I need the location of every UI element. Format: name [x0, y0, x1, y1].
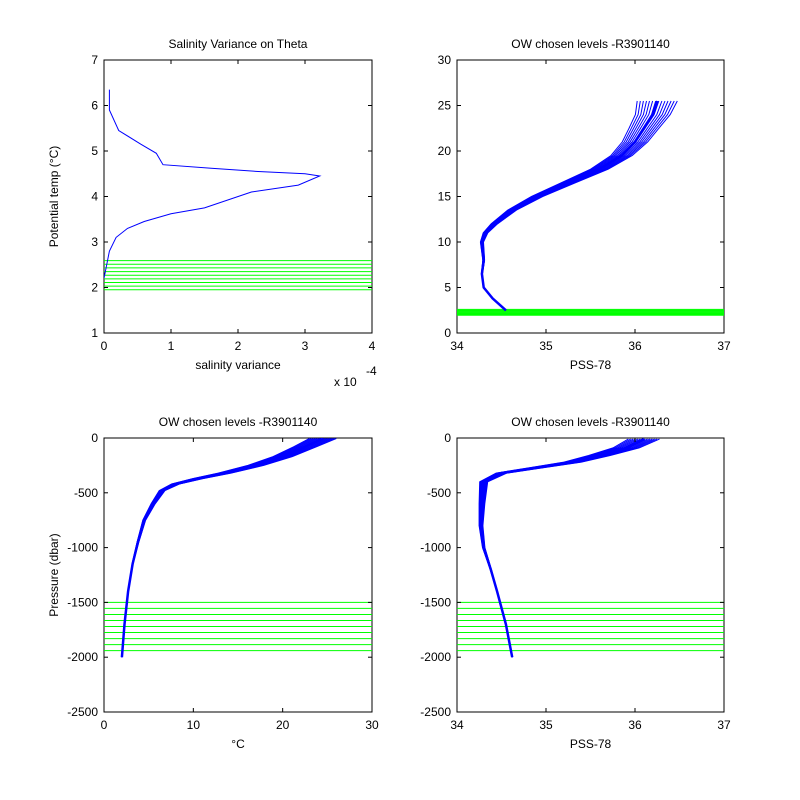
x-tick-label: 30 — [365, 718, 379, 732]
y-tick-label: 25 — [438, 99, 452, 113]
x-axis-label: °C — [231, 737, 245, 751]
x-tick-label: 37 — [717, 339, 731, 353]
plot-area — [457, 438, 724, 658]
profile-line-8 — [481, 100, 660, 311]
y-tick-label: -2500 — [420, 705, 451, 719]
x-tick-label: 35 — [539, 339, 553, 353]
series-line — [480, 100, 659, 312]
panel-title: OW chosen levels -R3901140 — [511, 415, 670, 429]
profile-line-5 — [121, 438, 318, 658]
y-tick-label: 0 — [91, 431, 98, 445]
x-tick-label: 20 — [276, 718, 290, 732]
profile-line-13 — [481, 100, 675, 311]
profile-line-6 — [121, 438, 321, 658]
axes-box — [456, 59, 725, 334]
series-line — [120, 438, 324, 658]
y-tick-label: 7 — [91, 53, 98, 67]
x-exponent-power: -4 — [366, 364, 377, 378]
y-tick-label: 15 — [438, 190, 452, 204]
profile-line-3 — [121, 438, 314, 658]
x-tick-label: 4 — [369, 339, 376, 353]
series-line — [104, 89, 322, 279]
y-tick-label: 0 — [444, 326, 451, 340]
profile-line-1 — [121, 438, 310, 658]
x-tick-label: 3 — [302, 339, 309, 353]
panel-2: 34 35 36 37 0 5 10 15 20 25 30 OW chosen levels -R3… — [438, 37, 731, 372]
y-tick-label: 0 — [444, 431, 451, 445]
y-tick-label: 2 — [91, 281, 98, 295]
axes-box — [456, 437, 725, 713]
y-tick-label: -1500 — [420, 595, 451, 609]
y-tick-label: 5 — [444, 281, 451, 295]
profile-line-2 — [121, 438, 312, 658]
y-tick-label: -500 — [427, 486, 451, 500]
profile-line-2 — [480, 100, 641, 311]
plot-area — [104, 438, 372, 658]
panel-title: OW chosen levels -R3901140 — [511, 37, 670, 51]
x-tick-label: 36 — [628, 718, 642, 732]
series-line — [479, 438, 645, 658]
x-tick-label: 36 — [628, 339, 642, 353]
x-tick-label: 1 — [168, 339, 175, 353]
plot-area — [457, 100, 724, 316]
y-axis-label: Pressure (dbar) — [47, 533, 61, 616]
y-tick-label: -2000 — [420, 650, 451, 664]
x-tick-label: 10 — [187, 718, 201, 732]
profile-line-8 — [121, 438, 325, 658]
y-tick-label: 30 — [438, 53, 452, 67]
y-tick-label: -2000 — [67, 650, 98, 664]
x-tick-label: 37 — [717, 718, 731, 732]
profile-line-5 — [480, 100, 650, 311]
panel-4: 34 35 36 37 -2500 -2000 -1500 -1000 -500 0 OW chos… — [420, 415, 731, 751]
profile-line-9 — [481, 100, 663, 311]
y-tick-label: -1000 — [67, 541, 98, 555]
panel-title: OW chosen levels -R3901140 — [159, 415, 318, 429]
x-tick-label: 35 — [539, 718, 553, 732]
y-tick-label: 6 — [91, 99, 98, 113]
profile-line-4 — [480, 100, 647, 311]
panel-3: 0 10 20 30 -2500 -2000 -1500 -1000 -500 0 OW chose… — [47, 415, 379, 751]
y-tick-label: -1000 — [420, 541, 451, 555]
y-tick-label: 10 — [438, 235, 452, 249]
y-tick-label: 3 — [91, 235, 98, 249]
y-tick-label: -2500 — [67, 705, 98, 719]
x-tick-label: 2 — [235, 339, 242, 353]
x-tick-label: 0 — [101, 339, 108, 353]
y-tick-label: 20 — [438, 144, 452, 158]
y-tick-label: -500 — [74, 486, 98, 500]
profile-line-3 — [480, 100, 644, 311]
x-tick-label: 34 — [450, 339, 464, 353]
panel-title: Salinity Variance on Theta — [169, 37, 308, 51]
plot-area — [104, 89, 372, 291]
x-exponent-label: x 10 — [334, 375, 357, 389]
y-tick-label: 4 — [91, 190, 98, 204]
profile-line-14 — [481, 100, 678, 311]
x-tick-label: 34 — [450, 718, 464, 732]
profile-line-1 — [479, 100, 638, 311]
y-tick-label: -1500 — [67, 595, 98, 609]
axes-box — [103, 437, 373, 713]
profile-line-4 — [121, 438, 316, 658]
y-axis-label: Potential temp (°C) — [47, 146, 61, 248]
x-axis-label: PSS-78 — [570, 737, 612, 751]
x-axis-label: PSS-78 — [570, 358, 612, 372]
x-axis-label: salinity variance — [195, 358, 281, 372]
x-tick-label: 0 — [101, 718, 108, 732]
y-tick-label: 1 — [91, 326, 98, 340]
profile-line-7 — [121, 438, 323, 658]
y-tick-label: 5 — [91, 144, 98, 158]
profile-line-1 — [478, 438, 629, 658]
